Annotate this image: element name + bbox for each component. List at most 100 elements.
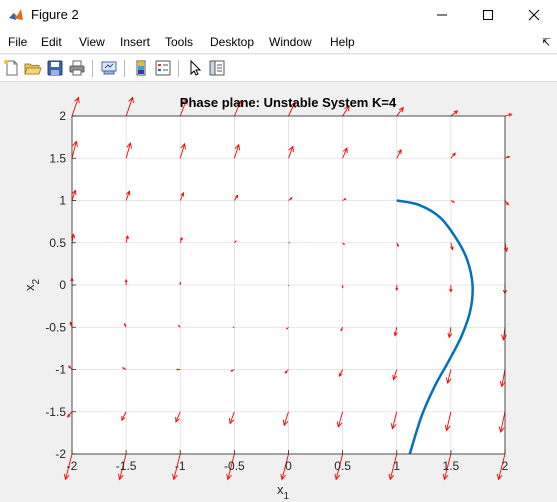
field-arrow [233, 194, 239, 201]
field-arrow [336, 411, 344, 428]
x-tick-label: 1.5 [443, 459, 460, 473]
field-arrow [504, 113, 513, 117]
field-arrow [442, 453, 452, 481]
close-icon [528, 9, 540, 21]
field-arrow [286, 326, 289, 330]
y-tick-label: 1 [59, 194, 66, 208]
field-arrow [395, 285, 399, 292]
field-arrow [444, 411, 452, 432]
close-button[interactable] [511, 0, 557, 30]
field-arrow [342, 105, 350, 117]
x-tick-label: 1 [393, 459, 400, 473]
field-arrow [504, 155, 511, 159]
menu-view[interactable]: View [79, 35, 105, 49]
field-arrow [226, 453, 235, 481]
y-tick-label: -1.5 [45, 405, 66, 419]
menu-bar: File Edit View Insert Tools Desktop Wind… [0, 30, 557, 54]
field-arrow [450, 200, 456, 203]
field-arrow [334, 453, 344, 481]
field-arrow [71, 140, 78, 159]
menu-desktop[interactable]: Desktop [210, 35, 255, 49]
toolbar-separator [178, 60, 179, 77]
open-file-icon[interactable] [24, 59, 42, 77]
field-arrow [342, 198, 347, 201]
x-tick-label: 0 [285, 459, 292, 473]
phase-plane-plot[interactable]: -2 -1.5 -1 -0.5 0 0.5 1 1.5 2 2 1.5 1 0.5 0 -0.5 -1 -1.5… [0, 83, 557, 502]
field-arrow [396, 242, 399, 248]
menu-insert[interactable]: Insert [120, 35, 151, 49]
field-arrow [447, 327, 453, 339]
legend-icon[interactable] [154, 59, 172, 77]
field-arrow [498, 411, 506, 434]
field-arrow [125, 190, 131, 201]
minimize-button[interactable] [419, 0, 465, 30]
figure-toolbar [0, 55, 557, 82]
toolbar-separator [124, 60, 125, 77]
field-arrow [125, 142, 132, 159]
field-arrow [280, 453, 289, 481]
field-arrow [288, 197, 293, 201]
maximize-button[interactable] [465, 0, 511, 30]
field-arrow [342, 147, 348, 159]
field-arrow [284, 369, 289, 374]
axis-ticks: -2 -1.5 -1 -0.5 0 0.5 1 1.5 2 2 1.5 1 0.5 0 -0.5 -1 -1.5… [45, 109, 508, 473]
dock-arrow-icon[interactable]: ↸ [541, 37, 551, 49]
field-arrow [179, 191, 185, 201]
y-tick-label: 0 [59, 278, 66, 292]
toolbar-separator [92, 60, 93, 77]
field-arrow [125, 235, 129, 243]
field-arrow [342, 242, 345, 246]
field-arrow [445, 369, 452, 384]
chart-title: Phase plane: Unstable System K=4 [180, 95, 397, 110]
field-arrow [499, 369, 506, 388]
new-figure-icon[interactable] [3, 59, 21, 77]
field-arrow [449, 285, 453, 293]
field-arrow [388, 453, 398, 481]
x-tick-label: -2 [67, 459, 78, 473]
field-arrow [175, 411, 181, 423]
field-arrow [340, 327, 344, 332]
field-arrow [450, 152, 456, 159]
y-tick-label: 1.5 [49, 151, 66, 165]
maximize-icon [483, 10, 493, 20]
field-arrow [504, 200, 509, 206]
y-tick-label: -1 [55, 363, 66, 377]
colorbar-icon[interactable] [132, 59, 150, 77]
field-arrow [177, 324, 181, 328]
y-tick-label: 0.5 [49, 236, 66, 250]
field-arrow [121, 367, 127, 370]
field-arrow [450, 110, 459, 117]
y-axis-label: x2 [22, 279, 42, 292]
field-arrow [233, 99, 242, 117]
x-axis-label: x1 [277, 482, 290, 502]
field-arrow [234, 240, 237, 244]
field-arrow [338, 369, 344, 378]
menu-help[interactable]: Help [330, 35, 355, 49]
field-arrow [179, 281, 182, 285]
field-arrow [393, 327, 398, 337]
field-arrow [288, 145, 294, 159]
property-inspector-icon[interactable] [208, 59, 226, 77]
link-plot-icon[interactable] [100, 59, 118, 77]
field-arrow [121, 411, 127, 422]
field-arrow [124, 322, 127, 328]
field-arrow [67, 411, 73, 418]
edit-plot-icon[interactable] [186, 59, 204, 77]
menu-edit[interactable]: Edit [41, 35, 62, 49]
field-arrow [71, 96, 80, 117]
menu-tools[interactable]: Tools [165, 35, 194, 49]
save-icon[interactable] [46, 59, 64, 77]
field-arrow [175, 368, 181, 371]
field-arrow [228, 411, 235, 425]
field-arrow [396, 106, 404, 117]
menu-file[interactable]: File [8, 35, 28, 49]
field-arrow [125, 96, 134, 117]
menu-window[interactable]: Window [269, 35, 312, 49]
field-arrow [233, 143, 241, 159]
field-arrow [179, 236, 183, 243]
print-icon[interactable] [68, 59, 86, 77]
x-tick-label: 0.5 [334, 459, 351, 473]
field-arrow [392, 369, 398, 381]
field-arrow [68, 365, 73, 370]
x-tick-label: -0.5 [224, 459, 245, 473]
